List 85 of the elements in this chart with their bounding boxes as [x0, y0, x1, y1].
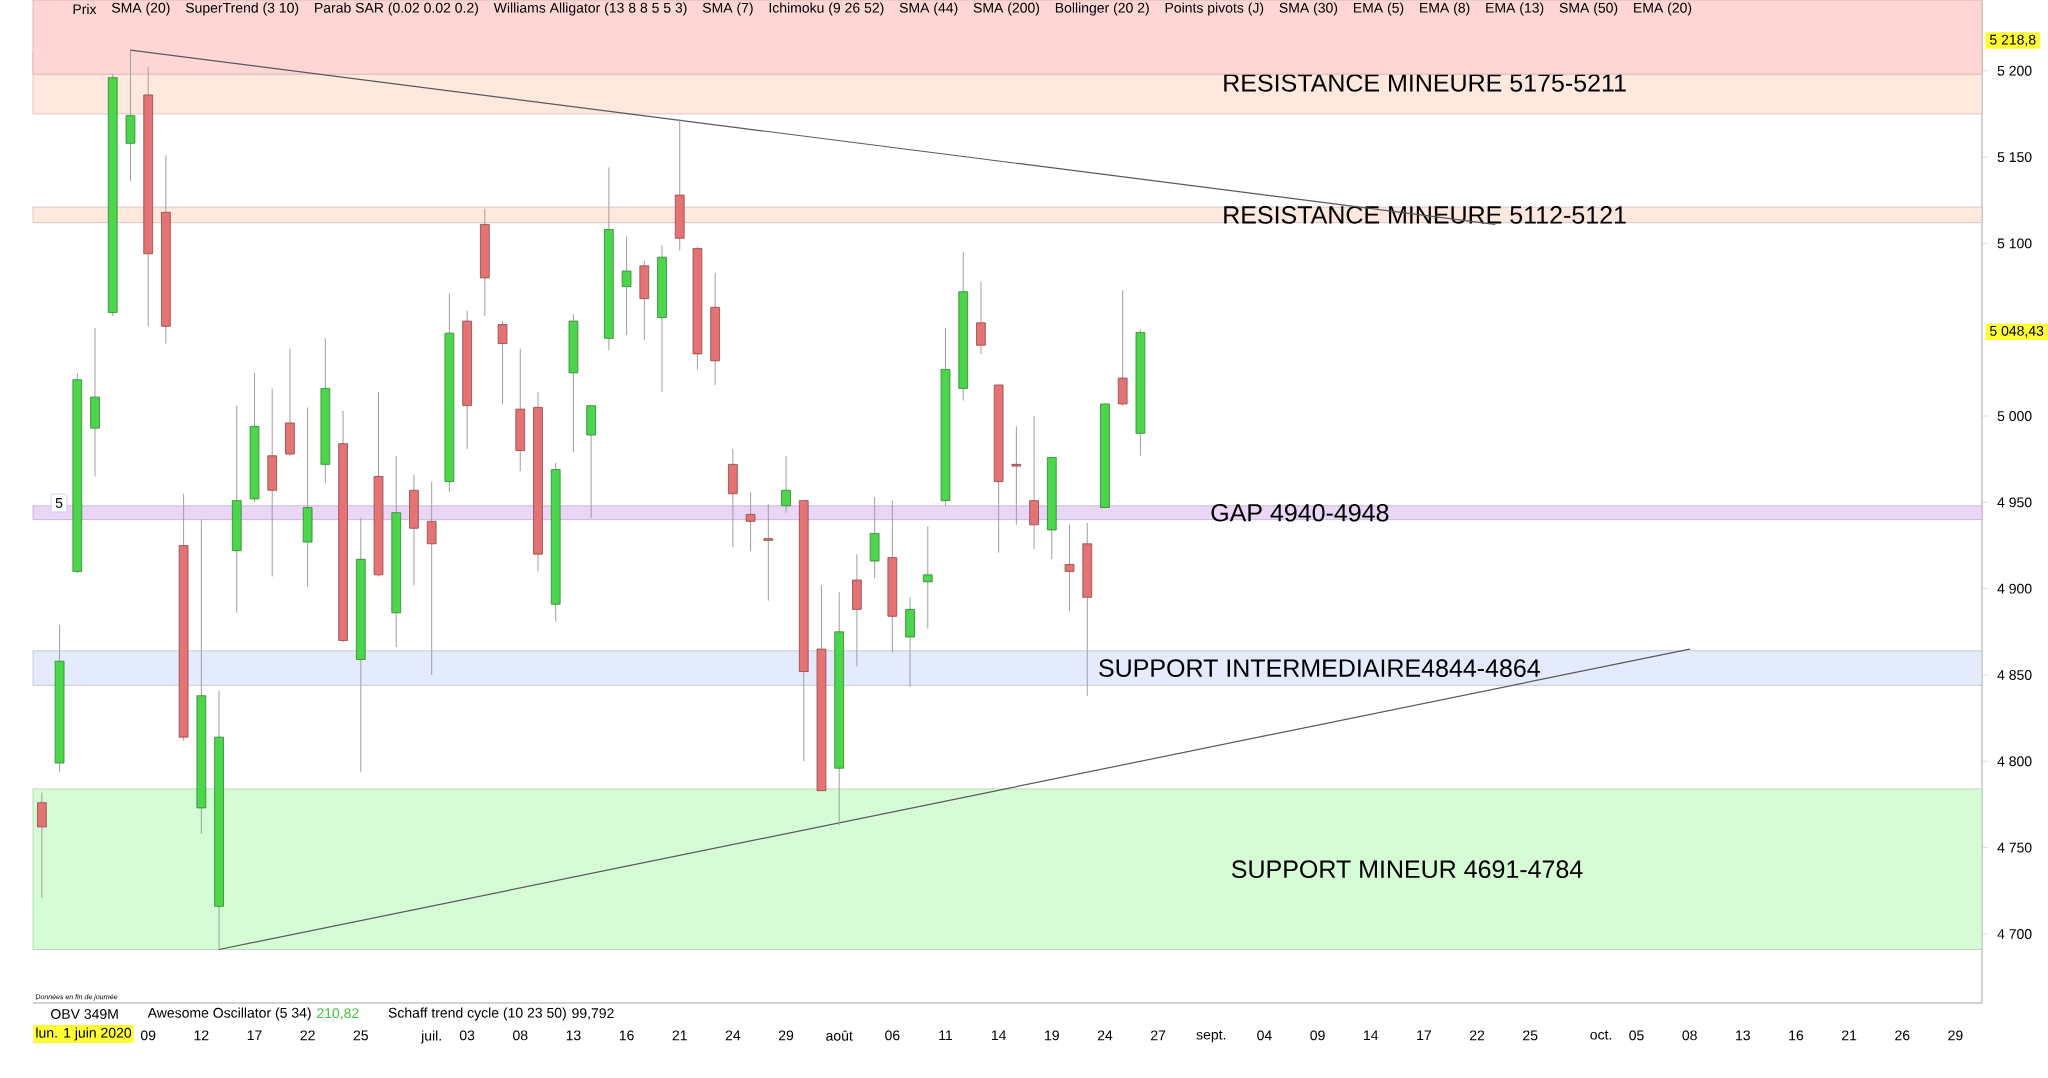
- x-tick-label: 22: [1469, 1030, 1485, 1041]
- candlestick: [745, 491, 756, 552]
- text: Schaff trend cycle (10 23 50): [388, 1007, 566, 1021]
- candlestick: [621, 236, 632, 336]
- x-tick-label: 29: [1948, 1030, 1963, 1041]
- x-tick-label: 05: [1629, 1030, 1644, 1041]
- x-tick-label: 19: [1045, 1030, 1059, 1041]
- annotation: Bollinger (20 2): [1055, 2, 1149, 16]
- x-tick-label: 03: [459, 1030, 475, 1041]
- candlestick: [922, 526, 933, 629]
- annotation: EMA (5): [1353, 2, 1404, 16]
- band-label: GAP 4940-4948: [1211, 503, 1389, 522]
- annotation: Ichimoku (9 26 52): [769, 2, 884, 16]
- annotation: SMA (20): [111, 2, 170, 16]
- band-label: SUPPORT MINEUR 4691-4784: [1231, 860, 1583, 879]
- band-label: SUPPORT INTERMEDIAIRE4844-4864: [1099, 659, 1540, 677]
- x-tick-label: 24: [1097, 1030, 1113, 1041]
- x-tick-label: 21: [1842, 1030, 1857, 1041]
- x-tick-label: 24: [725, 1030, 741, 1041]
- text: 210,82: [317, 1008, 359, 1020]
- annotation: Points pivots (J): [1165, 2, 1264, 16]
- x-tick-label: août: [826, 1030, 853, 1041]
- x-tick-label: 08: [513, 1030, 528, 1041]
- y-tick-label: 5 150: [1997, 152, 2032, 163]
- candlestick: [1011, 425, 1022, 526]
- y-tick-label: 4 750: [1997, 842, 2032, 853]
- annotation: SMA (50): [1559, 2, 1618, 16]
- x-tick-label: 25: [353, 1030, 368, 1041]
- text: Awesome Oscillator (5 34): [147, 1007, 311, 1021]
- candlestick: [426, 481, 437, 676]
- annotation: Williams Alligator (13 8 8 5 5 3): [493, 2, 687, 16]
- x-tick-label: 12: [194, 1030, 209, 1041]
- x-tick-label: 25: [1523, 1030, 1538, 1041]
- x-tick-label: 13: [566, 1030, 581, 1041]
- candlestick: [1064, 524, 1075, 612]
- y-tick-label: 4 800: [1997, 756, 2032, 767]
- candlestick: [976, 280, 986, 355]
- annotation: SMA (7): [702, 2, 753, 16]
- annotation: 5: [55, 498, 63, 508]
- x-tick-label: 09: [1310, 1030, 1325, 1041]
- x-tick-label: 04: [1257, 1030, 1272, 1041]
- annotation: EMA (8): [1420, 2, 1470, 16]
- x-tick-label: 21: [672, 1030, 687, 1041]
- x-tick-label: 26: [1895, 1030, 1910, 1041]
- candlestick: [781, 455, 791, 514]
- y-tick-label: 5 200: [1997, 65, 2032, 76]
- y-tick-label: 4 950: [1997, 497, 2032, 508]
- x-tick-label: 29: [778, 1030, 794, 1041]
- x-tick-label: 16: [1789, 1030, 1804, 1041]
- candlestick: [497, 320, 508, 405]
- text: 5 048,43: [1989, 325, 2044, 338]
- y-tick-label: 4 850: [1997, 670, 2032, 680]
- y-tick-label: 4 700: [1997, 929, 2032, 939]
- x-tick-label: 27: [1151, 1030, 1166, 1041]
- annotation: EMA (20): [1634, 2, 1692, 16]
- text: 99,792: [572, 1008, 614, 1020]
- y-tick-label: 5 100: [1997, 238, 2032, 249]
- x-tick-label: juil.: [420, 1030, 441, 1044]
- annotation: Parab SAR (0.02 0.02 0.2): [315, 2, 479, 16]
- x-tick-label: 06: [885, 1030, 900, 1041]
- y-tick-label: 5 000: [1997, 411, 2032, 421]
- annotation: Prix: [73, 3, 97, 15]
- x-tick-label: oct.: [1590, 1030, 1612, 1040]
- text: OBV 349M: [51, 1009, 118, 1019]
- text: 5 218,8: [1989, 34, 2036, 47]
- x-tick-label: sept.: [1196, 1030, 1226, 1043]
- annotation: SMA (44): [899, 2, 958, 16]
- x-tick-label: 11: [939, 1030, 953, 1041]
- text: lun. 1 juin 2020: [36, 1027, 132, 1041]
- x-tick-label: 17: [1417, 1030, 1431, 1041]
- x-tick-label: 16: [619, 1030, 634, 1041]
- x-tick-label: 14: [991, 1030, 1007, 1041]
- annotation: SMA (30): [1279, 2, 1338, 16]
- annotation: EMA (13): [1486, 2, 1544, 16]
- annotation: SMA (200): [973, 2, 1040, 16]
- band-label: RESISTANCE MINEURE 5175-5211: [1224, 74, 1626, 92]
- x-tick-label: 08: [1682, 1030, 1697, 1041]
- x-tick-label: 09: [140, 1030, 156, 1041]
- x-tick-label: 13: [1736, 1030, 1750, 1041]
- x-tick-label: 14: [1364, 1030, 1379, 1041]
- annotation: SuperTrend (3 10): [185, 2, 299, 16]
- y-tick-label: 4 900: [1997, 583, 2032, 594]
- candlestick: [763, 503, 774, 602]
- x-tick-label: 17: [247, 1030, 262, 1041]
- x-tick-label: 22: [300, 1030, 315, 1041]
